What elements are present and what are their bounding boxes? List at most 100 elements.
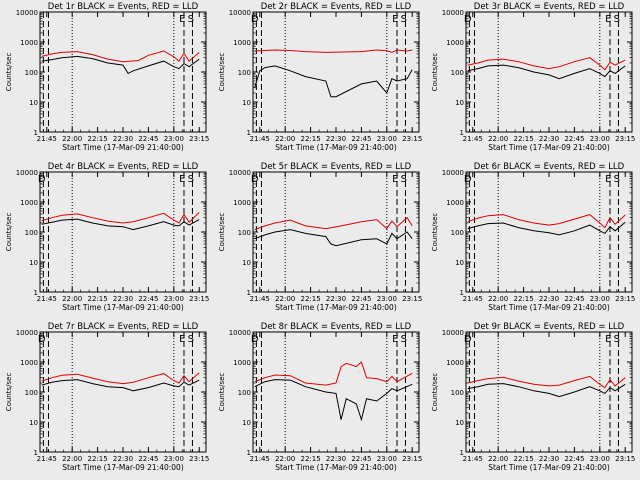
x-tick-label: 22:15: [300, 455, 320, 463]
y-tick-label: 1: [460, 129, 464, 137]
chart-panel-8: Det 8r BLACK = Events, RED = LLD 1 10 100 10…: [218, 322, 422, 472]
y-tick-label: 1: [247, 449, 251, 457]
x-tick-label: 23:15: [402, 455, 422, 463]
y-tick-label: 1000: [446, 359, 464, 367]
events-line: [254, 229, 413, 247]
y-axis-label: Counts/sec: [218, 373, 226, 412]
y-axis-label: Counts/sec: [431, 373, 439, 412]
marker-letter: S: [614, 334, 620, 345]
events-line: [254, 65, 413, 98]
plot-frame: [465, 171, 633, 293]
x-tick-label: 23:15: [615, 295, 635, 303]
y-tick-label: 10: [242, 419, 251, 427]
x-tick-label: 22:45: [351, 135, 371, 143]
x-tick-label: 22:00: [488, 295, 508, 303]
x-tick-label: 22:45: [138, 295, 158, 303]
marker-letter: S: [401, 174, 407, 185]
x-tick-label: 21:45: [250, 295, 270, 303]
x-tick-label: 21:45: [37, 295, 57, 303]
x-tick-label: 23:15: [402, 135, 422, 143]
y-tick-label: 1000: [20, 199, 38, 207]
x-tick-label: 22:30: [326, 455, 346, 463]
y-tick-label: 10000: [442, 329, 464, 337]
chart-panel-3: Det 3r BLACK = Events, RED = LLD 1 10 100 10…: [431, 2, 635, 152]
y-tick-label: 10: [242, 99, 251, 107]
y-tick-label: 100: [451, 389, 464, 397]
x-tick-label: 21:45: [463, 295, 483, 303]
x-tick-label: 22:15: [87, 455, 107, 463]
y-tick-label: 10: [455, 259, 464, 267]
chart-title: Det 3r BLACK = Events, RED = LLD: [474, 2, 625, 12]
y-tick-label: 10000: [16, 329, 38, 337]
y-axis-label: Counts/sec: [5, 53, 13, 92]
x-axis-label: Start Time (17-Mar-09 21:40:00): [488, 463, 610, 472]
y-tick-label: 1000: [233, 359, 251, 367]
x-tick-label: 22:00: [275, 455, 295, 463]
y-tick-label: 10: [242, 259, 251, 267]
y-tick-label: 1: [34, 449, 38, 457]
x-tick-label: 23:15: [615, 135, 635, 143]
y-tick-label: 10000: [229, 329, 251, 337]
lld-line: [41, 50, 200, 63]
x-tick-label: 22:15: [300, 295, 320, 303]
y-tick-label: 100: [25, 229, 38, 237]
marker-letter: S: [188, 14, 194, 25]
chart-title: Det 1r BLACK = Events, RED = LLD: [48, 2, 199, 12]
x-tick-label: 23:00: [590, 135, 610, 143]
x-tick-label: 22:30: [326, 135, 346, 143]
chart-panel-5: Det 5r BLACK = Events, RED = LLD 1 10 100 10…: [218, 162, 422, 312]
y-tick-label: 10: [29, 259, 38, 267]
y-tick-label: 100: [25, 389, 38, 397]
plot-frame: [252, 331, 420, 453]
chart-title: Det 8r BLACK = Events, RED = LLD: [261, 322, 412, 332]
x-tick-label: 21:45: [250, 455, 270, 463]
x-tick-label: 22:45: [138, 455, 158, 463]
x-tick-label: 21:45: [37, 455, 57, 463]
y-axis-label: Counts/sec: [431, 53, 439, 92]
events-line: [41, 218, 200, 231]
plot-frame: [465, 11, 633, 133]
y-tick-label: 10: [455, 99, 464, 107]
y-tick-label: 1: [34, 129, 38, 137]
marker-letter: D: [38, 174, 46, 185]
y-tick-label: 1: [34, 289, 38, 297]
lld-line: [41, 212, 200, 224]
y-axis-label: Counts/sec: [218, 53, 226, 92]
x-tick-label: 22:00: [275, 295, 295, 303]
x-tick-label: 22:30: [113, 295, 133, 303]
marker-letter: E: [605, 174, 611, 185]
marker-letter: E: [392, 334, 398, 345]
x-tick-label: 21:45: [463, 135, 483, 143]
events-line: [254, 379, 413, 422]
chart-title: Det 6r BLACK = Events, RED = LLD: [474, 162, 625, 172]
y-tick-label: 1: [247, 289, 251, 297]
y-tick-label: 100: [238, 229, 251, 237]
x-axis-label: Start Time (17-Mar-09 21:40:00): [488, 143, 610, 152]
lld-line: [467, 57, 626, 71]
x-tick-label: 22:00: [62, 295, 82, 303]
x-tick-label: 22:45: [564, 455, 584, 463]
x-tick-label: 22:15: [87, 295, 107, 303]
x-tick-label: 23:15: [189, 135, 209, 143]
events-line: [41, 55, 200, 75]
chart-panel-7: Det 7r BLACK = Events, RED = LLD 1 10 100 10…: [5, 322, 209, 472]
marker-letter: S: [188, 334, 194, 345]
x-tick-label: 22:30: [539, 295, 559, 303]
x-tick-label: 23:00: [164, 135, 184, 143]
x-tick-label: 23:15: [189, 295, 209, 303]
x-tick-label: 22:15: [87, 135, 107, 143]
x-tick-label: 22:00: [62, 455, 82, 463]
marker-letter: D: [464, 334, 472, 345]
x-axis-label: Start Time (17-Mar-09 21:40:00): [488, 303, 610, 312]
x-tick-label: 22:30: [326, 295, 346, 303]
chart-panel-9: Det 9r BLACK = Events, RED = LLD 1 10 100 10…: [431, 322, 635, 472]
plot-frame: [39, 11, 207, 133]
y-tick-label: 10000: [16, 9, 38, 17]
x-tick-label: 22:15: [513, 455, 533, 463]
y-tick-label: 10000: [229, 169, 251, 177]
x-axis-label: Start Time (17-Mar-09 21:40:00): [275, 303, 397, 312]
x-tick-label: 23:15: [189, 455, 209, 463]
marker-letter: E: [179, 334, 185, 345]
x-tick-label: 23:00: [377, 135, 397, 143]
